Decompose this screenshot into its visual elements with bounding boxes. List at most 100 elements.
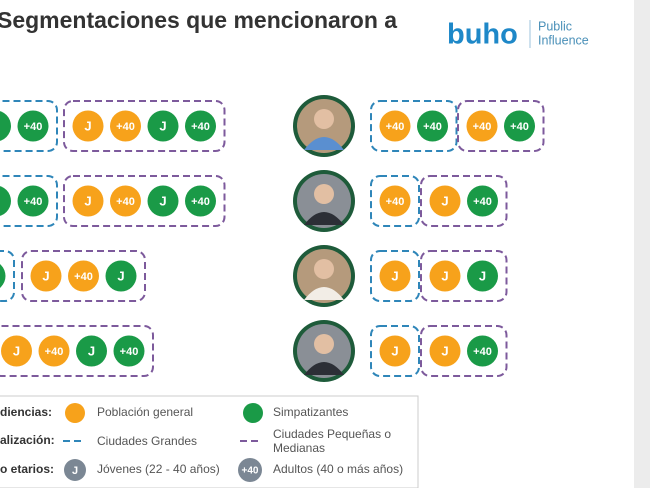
segment-rows: +40 J +40 J +40 +40 +40 +40 +40 +40 J +40 J +40 +40 J +4… [0, 100, 545, 377]
segment-dot [17, 185, 49, 217]
segment-group [0, 175, 58, 227]
photo-body [304, 137, 344, 150]
segment-dot [72, 185, 104, 217]
segment-dot [72, 110, 104, 142]
segment-dot [379, 260, 411, 292]
segment-label: +40 [473, 346, 492, 358]
legend-swatch [243, 403, 263, 423]
segment-label: J [479, 268, 486, 283]
segment-dot [0, 264, 6, 288]
segment-label: J [84, 118, 91, 133]
title: Segmentaciones que mencionaron a [0, 7, 397, 33]
segment-label: J [117, 268, 124, 283]
segment-label: J [391, 343, 398, 358]
segment-label: J [159, 193, 166, 208]
legend-swatch [238, 458, 262, 482]
segment-dot [30, 260, 62, 292]
segment-label: +40 [191, 121, 210, 133]
legend-text: Ciudades Pequeñas o [273, 427, 391, 441]
segment-dot [105, 260, 137, 292]
segment-label: +40 [24, 196, 43, 208]
segment-dot [0, 111, 11, 141]
segment-dot [379, 335, 411, 367]
segment-dot [467, 185, 498, 217]
segment-label: +40 [386, 121, 405, 133]
segment-group [420, 325, 508, 377]
photo-head [314, 184, 334, 204]
segment-group [370, 100, 458, 152]
legend: diencias: Población general Simpatizante… [0, 395, 419, 488]
legend-text: Jóvenes (22 - 40 años) [97, 462, 220, 476]
segment-dot [467, 335, 498, 367]
segment-label: +40 [191, 196, 210, 208]
segment-dot [1, 335, 32, 367]
legend-text: Medianas [273, 441, 325, 455]
segment-label: J [13, 343, 20, 358]
segment-label: J [391, 268, 398, 283]
segment-group [370, 325, 420, 377]
segment-label: J [441, 268, 448, 283]
legend-swatch [65, 403, 85, 423]
segment-label: +40 [45, 346, 64, 358]
segment-label: +40 [510, 121, 529, 133]
segment-label: +40 [116, 196, 135, 208]
segment-label: J [441, 343, 448, 358]
legend-text: Ciudades Grandes [97, 434, 197, 448]
segment-dot [147, 185, 179, 217]
legend-text: Adultos (40 o más años) [273, 462, 403, 476]
legend-text: Simpatizantes [273, 405, 348, 419]
segment-label: +40 [386, 196, 405, 208]
segment-dot [110, 185, 141, 217]
segment-group [420, 175, 508, 227]
segment-label: +40 [473, 121, 492, 133]
logo-sub: Public [538, 19, 572, 33]
photo-body [304, 287, 344, 300]
segment-label: +40 [74, 271, 93, 283]
segment-group [63, 175, 226, 227]
segment-dot [76, 335, 107, 367]
segment-label: J [42, 268, 49, 283]
segment-dot [113, 335, 145, 367]
photo-body [304, 362, 344, 375]
segment-group [21, 250, 146, 302]
photo-head [314, 334, 334, 354]
segment-dot [0, 186, 11, 216]
segment-dot [467, 260, 498, 292]
segment-label: +40 [24, 121, 43, 133]
segment-dot [429, 185, 461, 217]
segment-group [0, 100, 58, 152]
photo-body [304, 212, 344, 225]
segment-label: J [441, 193, 448, 208]
legend-text: Población general [97, 405, 193, 419]
segment-dot [68, 260, 99, 292]
segment-group [0, 325, 154, 377]
segment-dot [429, 260, 461, 292]
segment-dot [379, 185, 411, 217]
side-strip [634, 0, 650, 488]
segment-label: +40 [423, 121, 442, 133]
segment-group [0, 250, 15, 302]
segment-group [63, 100, 226, 152]
segment-dot [379, 110, 411, 142]
segment-label: +40 [120, 346, 139, 358]
segment-group [370, 175, 420, 227]
segment-dot [17, 110, 49, 142]
segment-dot [504, 110, 535, 142]
segment-dot [185, 110, 216, 142]
legend-icon: +40 [242, 466, 259, 477]
segment-label: +40 [116, 121, 135, 133]
logo: buho [447, 19, 518, 51]
segment-label: J [88, 343, 95, 358]
segment-dot [38, 335, 70, 367]
segment-group [370, 250, 420, 302]
segment-group [420, 250, 508, 302]
legend-heading: o etarios: [0, 462, 54, 476]
segment-label: +40 [473, 196, 492, 208]
photo-head [314, 109, 334, 129]
segment-label: J [84, 193, 91, 208]
segment-dot [417, 110, 448, 142]
logo-sub: Influence [538, 33, 589, 47]
segment-dot [147, 110, 179, 142]
segment-label: J [159, 118, 166, 133]
